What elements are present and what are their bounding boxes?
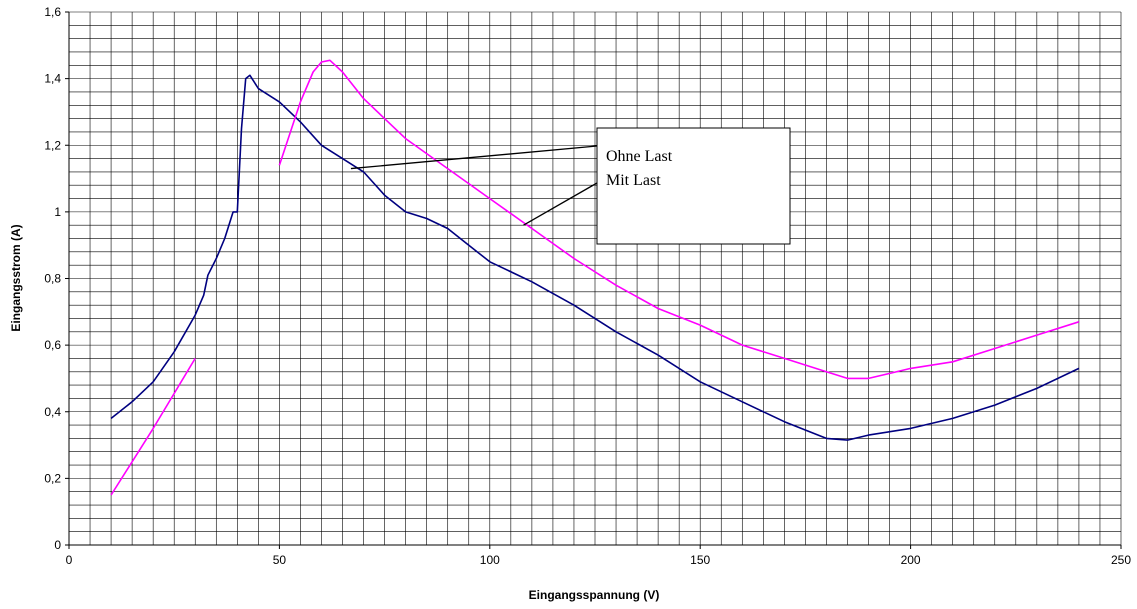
y-tick-label: 1,6 (44, 5, 61, 19)
gridlines (68, 11, 1122, 546)
y-tick-label: 1,4 (44, 72, 61, 86)
annotation-box-frame (596, 127, 791, 245)
y-tick-label: 0,2 (44, 471, 61, 485)
x-tick-label: 100 (480, 553, 500, 567)
x-axis-tick-labels: 0 50 100 150 200 250 (66, 553, 1132, 567)
y-tick-label: 0,6 (44, 338, 61, 352)
annotation-pointer-line (523, 182, 598, 226)
x-axis-title: Eingangsspannung (V) (529, 588, 660, 602)
series-line-ohne-last (110, 74, 1080, 441)
y-axis-tick-labels: 0 0,2 0,4 0,6 0,8 1 1,2 1,4 1,6 (44, 5, 61, 552)
x-tick-label: 50 (273, 553, 287, 567)
series-line-mit-last (110, 357, 196, 496)
x-tick-label: 250 (1111, 553, 1131, 567)
y-tick-label: 0,4 (44, 405, 61, 419)
y-tick-label: 0,8 (44, 272, 61, 286)
annotation-pointer-line (350, 145, 598, 170)
axes (65, 11, 1122, 549)
annotation-box: Ohne Last Mit Last (350, 127, 791, 245)
y-tick-label: 1 (54, 205, 61, 219)
series-line-mit-last (278, 59, 1080, 380)
x-tick-label: 200 (901, 553, 921, 567)
x-tick-label: 0 (66, 553, 73, 567)
series-lines (110, 59, 1080, 496)
y-axis-title: Eingangsstrom (A) (9, 224, 23, 331)
annotation-label-ohne-last: Ohne Last (606, 148, 673, 165)
annotation-label-mit-last: Mit Last (606, 172, 661, 189)
x-tick-label: 150 (690, 553, 710, 567)
y-tick-label: 0 (54, 538, 61, 552)
y-tick-label: 1,2 (44, 138, 61, 152)
